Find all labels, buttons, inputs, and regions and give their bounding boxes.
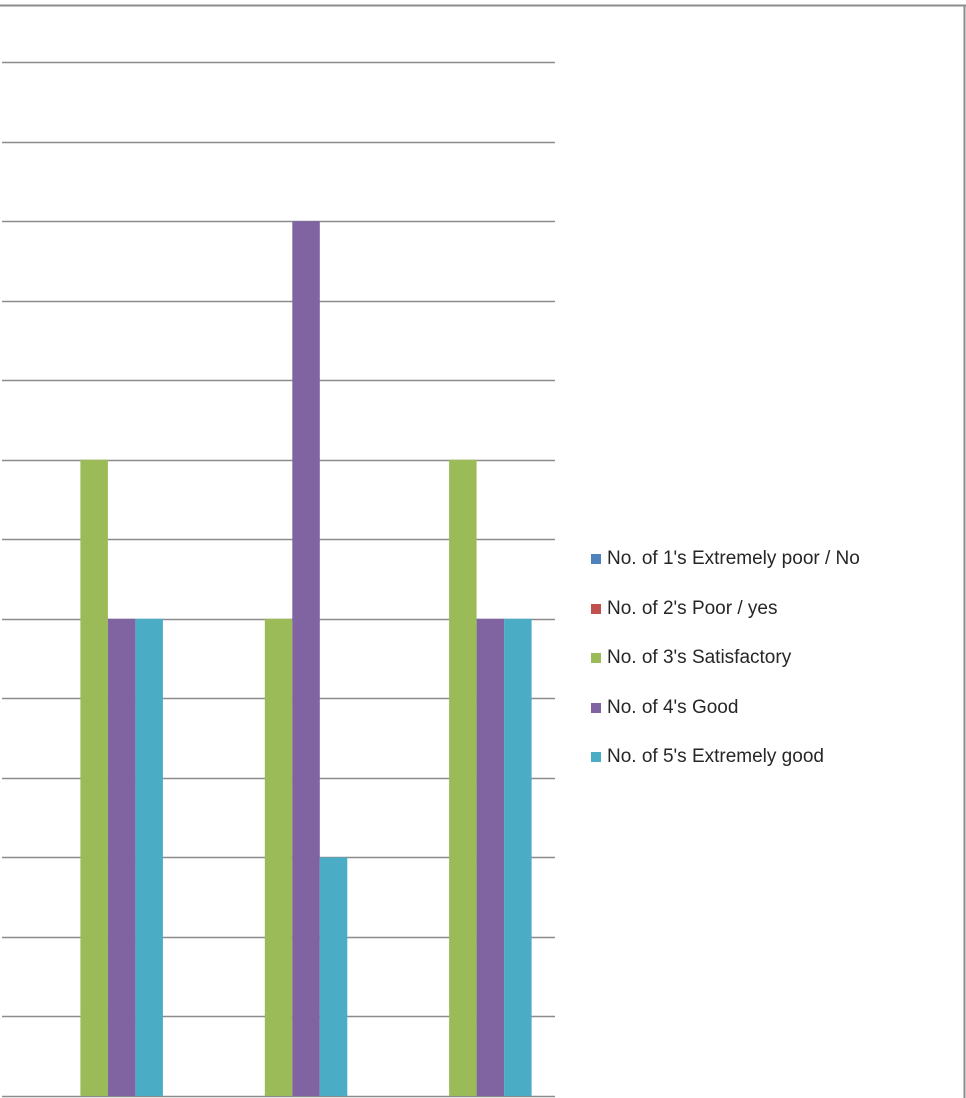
legend-swatch bbox=[591, 603, 601, 614]
legend-item: No. of 4's Good bbox=[591, 692, 860, 742]
legend-swatch bbox=[591, 554, 601, 564]
legend-item: No. of 2's Poor / yes bbox=[591, 593, 860, 643]
bar bbox=[264, 618, 293, 1096]
bar bbox=[504, 618, 532, 1096]
legend-label: No. of 5's Extremely good bbox=[607, 746, 824, 767]
chart-border bbox=[0, 4, 966, 1098]
bar bbox=[80, 459, 108, 1096]
legend-label: No. of 3's Satisfactory bbox=[607, 647, 792, 668]
legend-label: No. of 2's Poor / yes bbox=[607, 597, 778, 619]
legend: No. of 1's Extremely poor / No No. of 2's… bbox=[591, 543, 860, 791]
legend-item: No. of 3's Satisfactory bbox=[591, 642, 860, 692]
legend-swatch bbox=[591, 752, 601, 762]
bar bbox=[135, 618, 163, 1096]
bar bbox=[476, 618, 505, 1096]
legend-item: No. of 5's Extremely good bbox=[591, 741, 860, 791]
bar bbox=[292, 221, 320, 1097]
legend-swatch bbox=[591, 653, 601, 663]
bar bbox=[319, 857, 348, 1096]
legend-swatch bbox=[591, 702, 601, 713]
bar bbox=[107, 618, 136, 1096]
legend-label: No. of 4's Good bbox=[607, 696, 739, 718]
legend-item: No. of 1's Extremely poor / No bbox=[591, 543, 860, 593]
legend-label: No. of 1's Extremely poor / No bbox=[607, 548, 860, 569]
bar bbox=[449, 459, 477, 1096]
bars bbox=[80, 221, 532, 1097]
